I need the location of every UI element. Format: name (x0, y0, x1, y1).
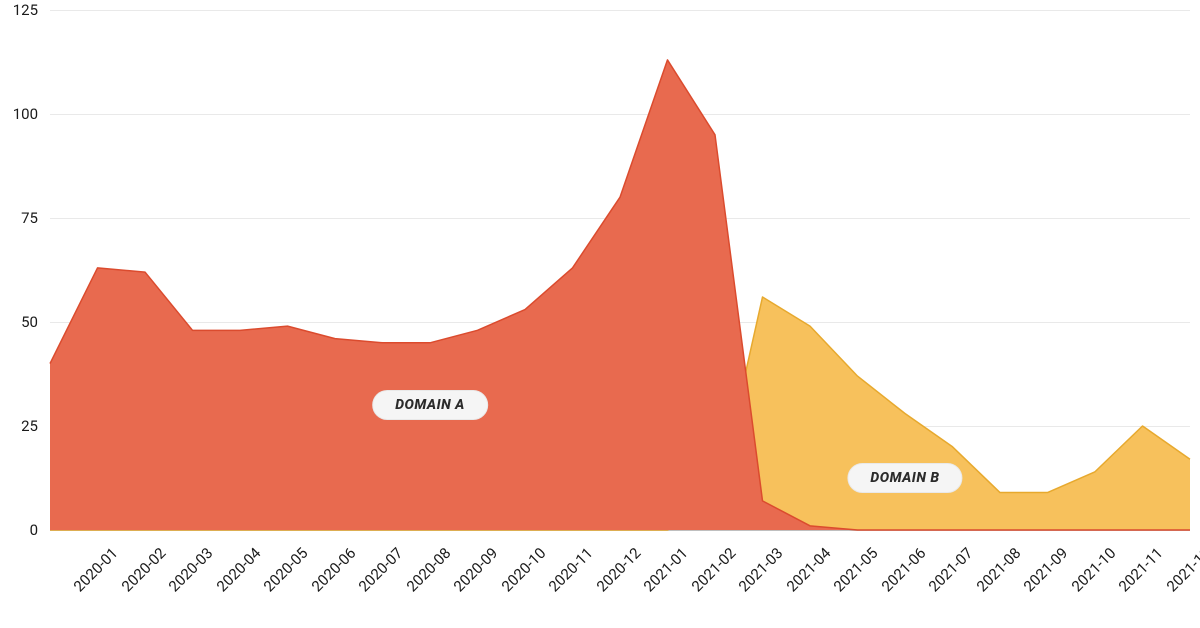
series-label: DOMAIN B (847, 463, 962, 493)
series-area-1 (50, 60, 1190, 530)
area-chart: 02550751001252020-012020-022020-032020-0… (0, 0, 1200, 628)
plot-area (0, 0, 1200, 628)
series-label: DOMAIN A (372, 390, 488, 420)
